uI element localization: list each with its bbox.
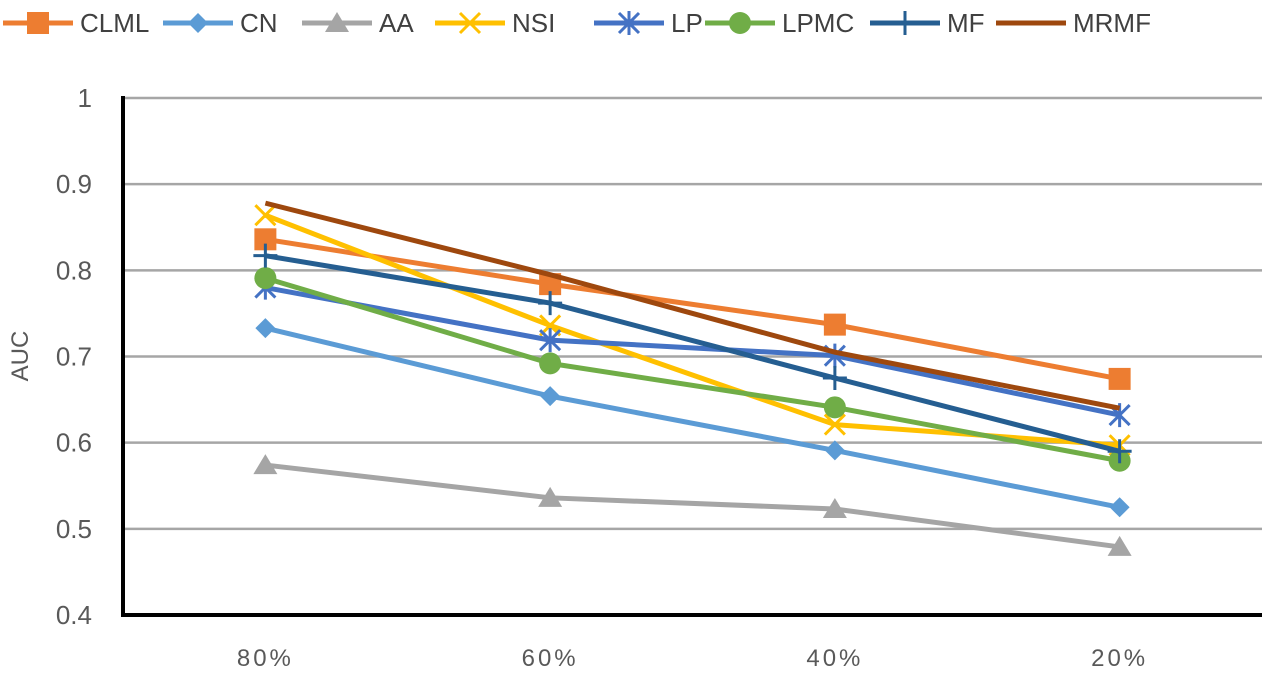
- x-tick-label: 80%: [237, 645, 294, 672]
- series-line: [264, 236, 1121, 382]
- data-point: [253, 243, 278, 268]
- series-layer: [253, 200, 1132, 556]
- legend-item-aa: AA: [302, 8, 414, 38]
- legend-label: CLML: [80, 8, 149, 38]
- series-lpmc: [254, 267, 1131, 472]
- legend-marker: [27, 12, 49, 34]
- legend-label: NSI: [512, 8, 555, 38]
- legend-item-nsi: NSI: [435, 8, 555, 38]
- data-point: [822, 366, 847, 391]
- legend-label: AA: [379, 8, 414, 38]
- series-line: [264, 200, 1121, 411]
- data-point: [538, 486, 563, 507]
- series-mf: [253, 243, 1132, 464]
- y-tick-label: 0.5: [56, 514, 92, 544]
- data-point: [823, 313, 846, 336]
- series-line: [264, 285, 1121, 418]
- axes: [121, 96, 1262, 617]
- series-line: [264, 212, 1120, 448]
- data-point: [540, 386, 561, 407]
- legend-marker: [729, 12, 751, 34]
- series-line: [264, 253, 1121, 454]
- series-aa: [253, 454, 1132, 556]
- series-lp: [254, 275, 1131, 428]
- series-line: [265, 462, 1120, 550]
- data-point: [538, 291, 563, 316]
- y-tick-labels: 0.4 0.5 0.6 0.7 0.8 0.9 1: [56, 83, 92, 630]
- y-tick-label: 0.9: [56, 169, 92, 199]
- data-point: [823, 413, 846, 436]
- data-point: [254, 228, 277, 251]
- series-line: [264, 275, 1121, 464]
- legend-marker: [458, 11, 482, 35]
- legend-marker: [325, 12, 349, 32]
- legend-item-mf: MF: [870, 8, 985, 38]
- data-point: [822, 498, 847, 519]
- data-point: [823, 396, 846, 419]
- legend-label: LP: [671, 8, 703, 38]
- legend-item-lpmc: LPMC: [705, 8, 854, 38]
- gridlines: [123, 96, 1262, 531]
- legend-marker: [617, 11, 641, 35]
- data-point: [254, 267, 277, 290]
- legend-label: LPMC: [782, 8, 854, 38]
- legend-label: MRMF: [1073, 8, 1151, 38]
- series-clml: [254, 228, 1131, 390]
- legend-item-lp: LP: [594, 8, 703, 38]
- y-tick-label: 0.8: [56, 255, 92, 285]
- y-tick-label: 0.7: [56, 342, 92, 372]
- y-tick-label: 0.4: [56, 600, 92, 630]
- legend-marker: [893, 11, 917, 35]
- legend-marker: [188, 13, 208, 33]
- series-mrmf: [264, 200, 1121, 411]
- data-point: [255, 318, 276, 339]
- x-tick-label: 60%: [522, 645, 579, 672]
- data-point: [254, 204, 277, 227]
- data-point: [1108, 367, 1131, 390]
- data-point: [539, 352, 562, 375]
- data-point: [824, 440, 845, 461]
- data-point: [253, 454, 278, 475]
- legend-label: MF: [947, 8, 985, 38]
- y-axis-label: AUC: [7, 331, 34, 382]
- legend-label: CN: [240, 8, 278, 38]
- y-tick-label: 0.6: [56, 428, 92, 458]
- y-tick-label: 1: [78, 83, 92, 113]
- x-tick-label: 40%: [806, 645, 863, 672]
- series-cn: [255, 318, 1130, 518]
- legend-item-clml: CLML: [3, 8, 149, 38]
- data-point: [1107, 535, 1132, 556]
- x-tick-labels: 80% 60% 40% 20%: [237, 645, 1148, 672]
- data-point: [539, 328, 562, 353]
- x-tick-label: 20%: [1091, 645, 1148, 672]
- series-line: [264, 325, 1121, 510]
- legend-item-mrmf: MRMF: [996, 8, 1151, 38]
- data-point: [1109, 497, 1130, 518]
- legend-item-cn: CN: [163, 8, 278, 38]
- data-point: [1107, 439, 1132, 464]
- legend: CLML CN AA NSI LP LPMC MF MRMF: [3, 8, 1151, 38]
